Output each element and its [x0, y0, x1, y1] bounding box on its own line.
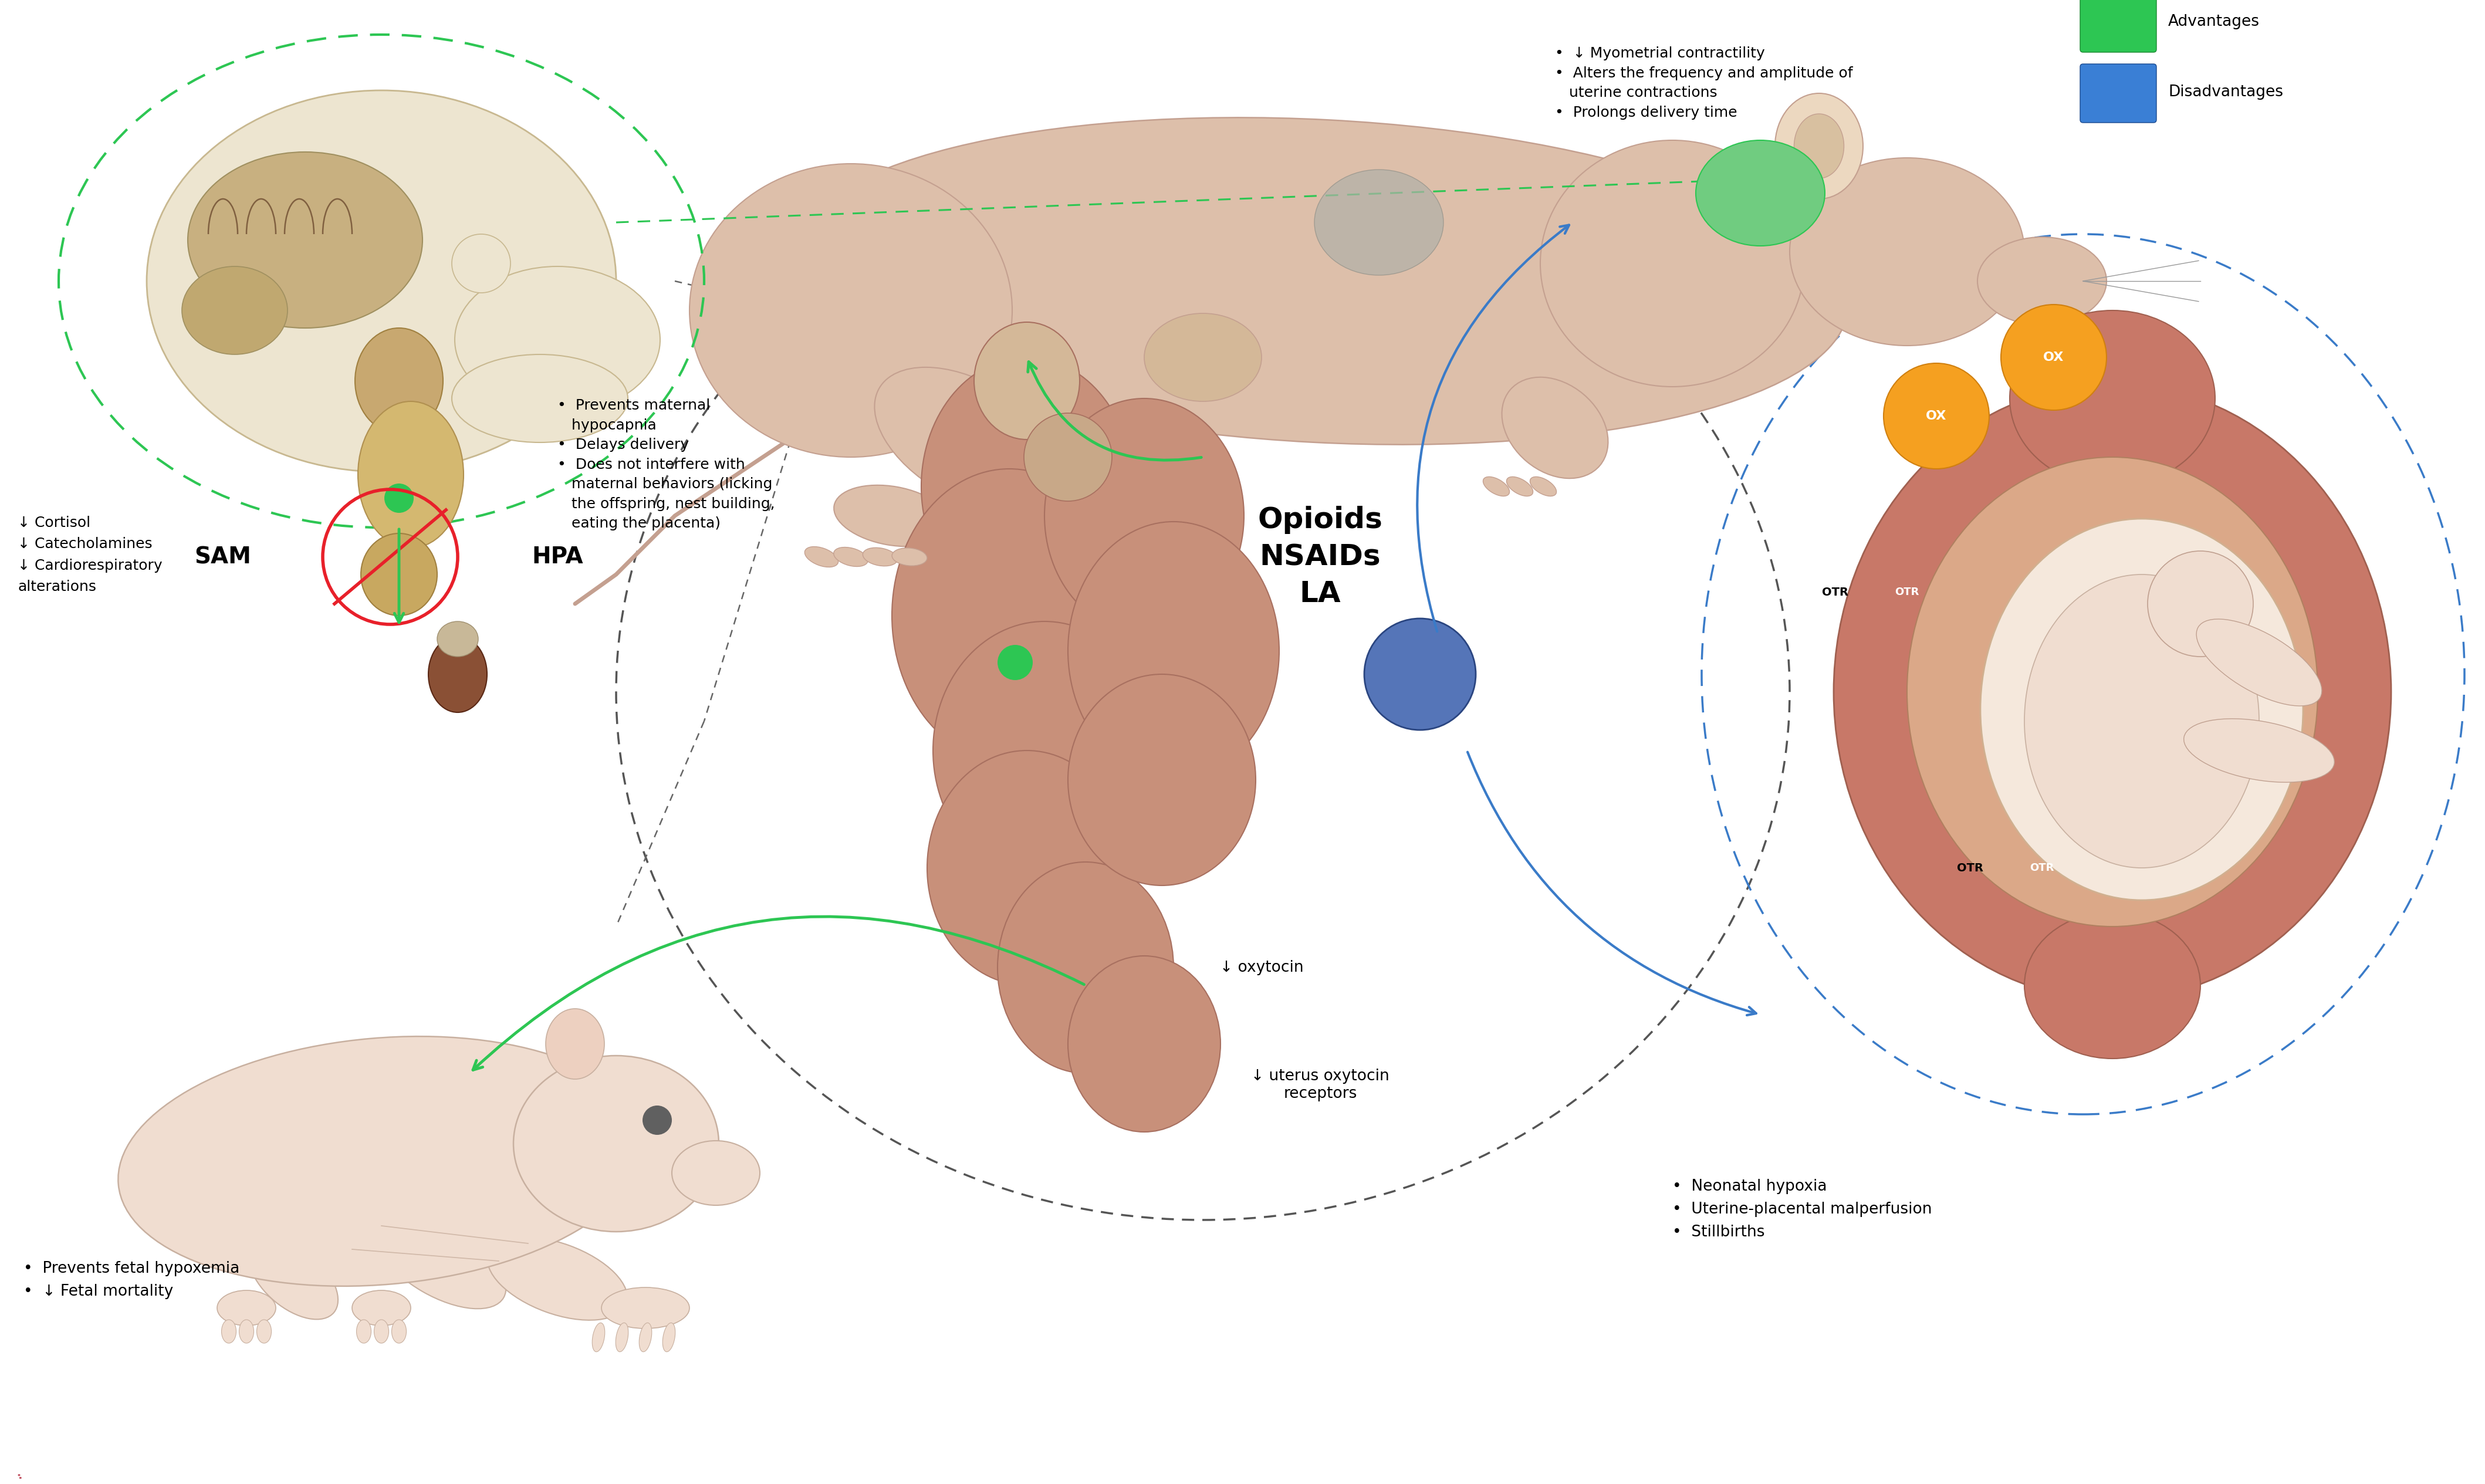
Ellipse shape: [2010, 310, 2214, 487]
Ellipse shape: [793, 117, 1849, 445]
Text: OTR: OTR: [2030, 862, 2055, 873]
Ellipse shape: [996, 862, 1173, 1073]
Text: •  Neonatal hypoxia
•  Uterine-placental malperfusion
•  Stillbirths: • Neonatal hypoxia • Uterine-placental m…: [1672, 1178, 1931, 1241]
Ellipse shape: [1774, 93, 1864, 199]
Ellipse shape: [355, 328, 442, 433]
Circle shape: [1884, 364, 1988, 469]
Ellipse shape: [239, 1319, 253, 1343]
Text: •  Prevents maternal
   hypocapnia
•  Delays delivery
•  Does not interfere with: • Prevents maternal hypocapnia • Delays …: [557, 398, 775, 530]
Text: ↓ Cortisol
↓ Catecholamines
↓ Cardiorespiratory
alterations: ↓ Cortisol ↓ Catecholamines ↓ Cardioresp…: [17, 516, 162, 594]
Text: SAM: SAM: [194, 546, 251, 568]
Ellipse shape: [892, 548, 927, 565]
Ellipse shape: [927, 751, 1126, 985]
Ellipse shape: [1069, 956, 1220, 1132]
Ellipse shape: [216, 1291, 276, 1325]
Ellipse shape: [547, 1009, 604, 1079]
Ellipse shape: [2184, 718, 2333, 782]
Ellipse shape: [452, 234, 509, 292]
Ellipse shape: [1834, 384, 2391, 1000]
Ellipse shape: [1044, 398, 1245, 634]
Text: OTR: OTR: [1822, 586, 1849, 598]
Ellipse shape: [862, 548, 897, 565]
Circle shape: [2000, 304, 2107, 410]
Ellipse shape: [358, 401, 465, 548]
Ellipse shape: [639, 1322, 651, 1352]
Ellipse shape: [1906, 457, 2319, 926]
Ellipse shape: [671, 1141, 760, 1205]
Ellipse shape: [1484, 476, 1508, 496]
Text: •  Prevents fetal hypoxemia
•  ↓ Fetal mortality: • Prevents fetal hypoxemia • ↓ Fetal mor…: [22, 1261, 239, 1298]
Text: OTR: OTR: [1956, 862, 1983, 874]
Circle shape: [2147, 551, 2254, 656]
Ellipse shape: [452, 355, 629, 442]
Ellipse shape: [1143, 313, 1262, 401]
Ellipse shape: [393, 1319, 408, 1343]
Ellipse shape: [616, 1322, 629, 1352]
Circle shape: [644, 1106, 671, 1135]
Ellipse shape: [1069, 674, 1255, 886]
Circle shape: [1364, 619, 1476, 730]
Ellipse shape: [1506, 476, 1533, 496]
Ellipse shape: [119, 1036, 644, 1287]
Text: OTR: OTR: [1896, 586, 1918, 598]
Ellipse shape: [1541, 141, 1804, 387]
Ellipse shape: [147, 91, 616, 472]
Ellipse shape: [1695, 141, 1824, 246]
Ellipse shape: [1531, 476, 1556, 496]
Ellipse shape: [256, 1319, 271, 1343]
Circle shape: [385, 484, 413, 513]
FancyBboxPatch shape: [2080, 64, 2157, 123]
Ellipse shape: [375, 1319, 388, 1343]
FancyBboxPatch shape: [2080, 0, 2157, 52]
Ellipse shape: [360, 533, 437, 616]
Ellipse shape: [805, 546, 837, 567]
Ellipse shape: [1789, 157, 2025, 346]
Ellipse shape: [688, 163, 1011, 457]
Text: ↓ oxytocin: ↓ oxytocin: [1220, 960, 1305, 975]
Ellipse shape: [455, 267, 661, 413]
Text: OX: OX: [1926, 410, 1946, 421]
Text: HPA: HPA: [532, 546, 584, 568]
Ellipse shape: [249, 1238, 338, 1319]
Ellipse shape: [355, 1319, 370, 1343]
Text: Advantages: Advantages: [2167, 13, 2259, 30]
Text: OX: OX: [2043, 352, 2065, 364]
Ellipse shape: [1981, 519, 2304, 901]
Ellipse shape: [1024, 413, 1111, 502]
Ellipse shape: [835, 485, 949, 546]
Ellipse shape: [353, 1291, 410, 1325]
Ellipse shape: [437, 622, 477, 656]
Ellipse shape: [663, 1322, 676, 1352]
Ellipse shape: [514, 1055, 718, 1232]
Ellipse shape: [2197, 619, 2321, 706]
Text: Opioids
NSAIDs
LA: Opioids NSAIDs LA: [1257, 506, 1382, 608]
Ellipse shape: [2025, 911, 2199, 1058]
Ellipse shape: [922, 358, 1133, 616]
Ellipse shape: [181, 267, 288, 355]
Ellipse shape: [189, 151, 422, 328]
Ellipse shape: [487, 1238, 626, 1321]
Ellipse shape: [974, 322, 1078, 439]
Ellipse shape: [375, 1214, 507, 1309]
Ellipse shape: [892, 469, 1126, 763]
Text: Disadvantages: Disadvantages: [2167, 85, 2284, 99]
Ellipse shape: [832, 548, 867, 567]
Text: ↓ uterus oxytocin
receptors: ↓ uterus oxytocin receptors: [1250, 1068, 1389, 1101]
Ellipse shape: [2025, 574, 2259, 868]
Circle shape: [996, 646, 1034, 680]
Ellipse shape: [1069, 522, 1280, 781]
Text: •  ↓ Myometrial contractility
•  Alters the frequency and amplitude of
   uterin: • ↓ Myometrial contractility • Alters th…: [1556, 46, 1854, 119]
Ellipse shape: [932, 622, 1156, 880]
Ellipse shape: [601, 1288, 688, 1328]
Ellipse shape: [1794, 114, 1844, 178]
Ellipse shape: [1315, 169, 1444, 275]
Ellipse shape: [1501, 377, 1608, 478]
Ellipse shape: [875, 367, 1061, 512]
Ellipse shape: [221, 1319, 236, 1343]
Ellipse shape: [591, 1322, 604, 1352]
Ellipse shape: [427, 637, 487, 712]
Ellipse shape: [1978, 237, 2107, 325]
